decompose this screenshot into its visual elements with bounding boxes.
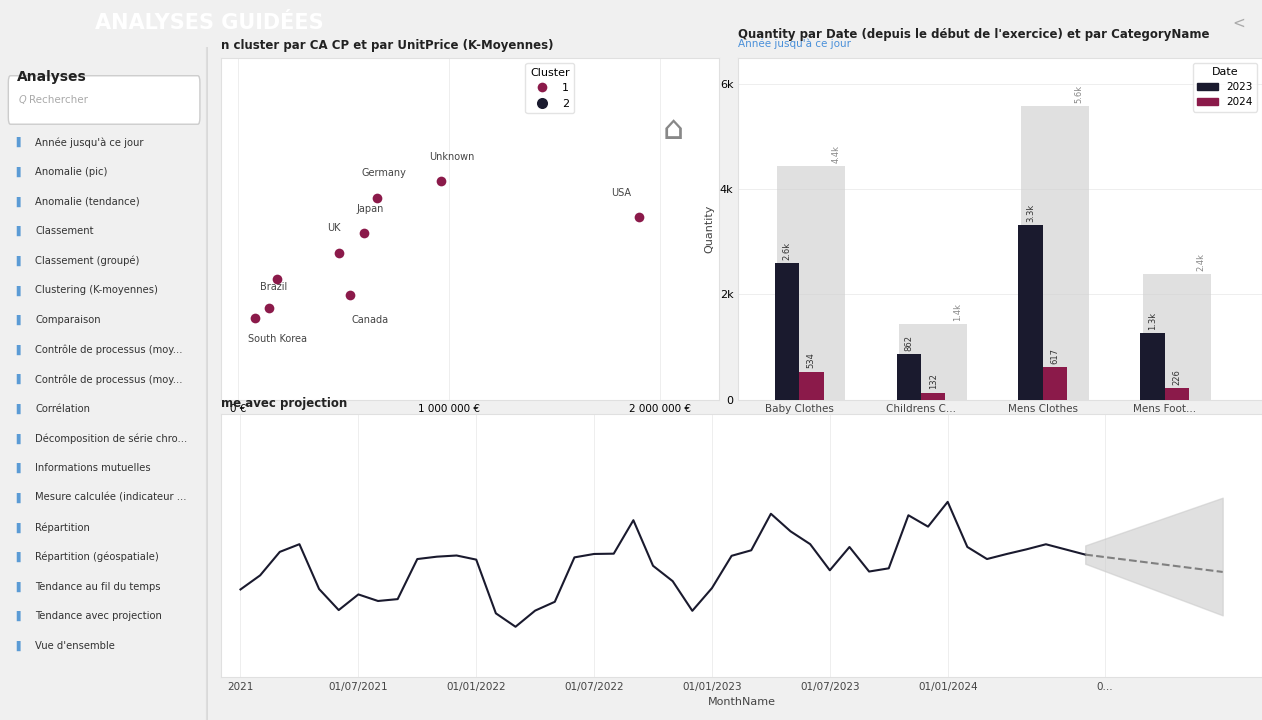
- Text: ▐: ▐: [13, 523, 20, 533]
- Text: 226: 226: [1172, 369, 1181, 384]
- X-axis label: MonthName: MonthName: [708, 697, 775, 707]
- Text: 1.3k: 1.3k: [1148, 312, 1157, 330]
- Text: Analyses: Analyses: [16, 71, 86, 84]
- Bar: [1021, 106, 1089, 400]
- Text: Année jusqu'à ce jour: Année jusqu'à ce jour: [738, 39, 852, 49]
- Legend: 2023, 2024: 2023, 2024: [1193, 63, 1257, 112]
- Text: ▐: ▐: [13, 197, 20, 207]
- Text: ▐: ▐: [13, 641, 20, 651]
- Text: Informations mutuelles: Informations mutuelles: [35, 463, 151, 473]
- X-axis label: CategoryName, Date: CategoryName, Date: [941, 420, 1059, 430]
- Text: 5.6k: 5.6k: [1075, 85, 1084, 103]
- Text: 132: 132: [929, 374, 938, 390]
- Bar: [1142, 274, 1210, 400]
- Text: 3.3k: 3.3k: [1026, 204, 1035, 222]
- Text: 617: 617: [1050, 348, 1059, 364]
- Text: ▐: ▐: [13, 226, 20, 236]
- Text: Tendance avec projection: Tendance avec projection: [35, 611, 163, 621]
- Text: Unknown: Unknown: [429, 152, 475, 162]
- Text: Quantity par Date (depuis le début de l'exercice) et par CategoryName: Quantity par Date (depuis le début de l'…: [738, 28, 1210, 41]
- Text: 2.6k: 2.6k: [782, 242, 791, 260]
- Text: ▐: ▐: [13, 433, 20, 444]
- Bar: [896, 354, 921, 400]
- Text: 1.4k: 1.4k: [953, 303, 962, 321]
- Text: Canada: Canada: [351, 315, 389, 325]
- Bar: [1140, 333, 1165, 400]
- Text: Classement (groupé): Classement (groupé): [35, 256, 140, 266]
- Bar: [1165, 387, 1189, 400]
- Text: ▐: ▐: [13, 345, 20, 355]
- Text: Anomalie (pic): Anomalie (pic): [35, 167, 107, 177]
- Text: South Korea: South Korea: [249, 334, 308, 344]
- Legend: 1, 2: 1, 2: [525, 63, 574, 113]
- Text: USA: USA: [612, 188, 631, 198]
- Text: Corrélation: Corrélation: [35, 404, 91, 414]
- Text: ▐: ▐: [13, 167, 20, 177]
- Bar: [921, 392, 945, 400]
- Text: ▐: ▐: [13, 552, 20, 562]
- Text: ▐: ▐: [13, 315, 20, 325]
- Text: ▐: ▐: [13, 492, 20, 503]
- Text: Tendance au fil du temps: Tendance au fil du temps: [35, 582, 160, 592]
- Text: Vue d'ensemble: Vue d'ensemble: [35, 641, 115, 651]
- FancyBboxPatch shape: [9, 76, 199, 125]
- Text: Germany: Germany: [361, 168, 406, 178]
- Bar: [799, 372, 824, 400]
- Bar: [775, 264, 799, 400]
- Text: Japan: Japan: [356, 204, 384, 214]
- X-axis label: CA 2024: CA 2024: [447, 420, 493, 430]
- Text: Q: Q: [19, 95, 27, 105]
- Text: Répartition (géospatiale): Répartition (géospatiale): [35, 552, 159, 562]
- Text: UK: UK: [328, 223, 341, 233]
- Text: Décomposition de série chro...: Décomposition de série chro...: [35, 433, 188, 444]
- Text: me avec projection: me avec projection: [221, 397, 347, 410]
- Text: 534: 534: [806, 353, 815, 369]
- Y-axis label: Quantity: Quantity: [704, 204, 714, 253]
- Bar: [1018, 225, 1042, 400]
- Text: ▐: ▐: [13, 463, 20, 473]
- Text: <: <: [1233, 16, 1246, 31]
- Text: Brazil: Brazil: [260, 282, 288, 292]
- Text: n cluster par CA CP et par UnitPrice (K-Moyennes): n cluster par CA CP et par UnitPrice (K-…: [221, 40, 553, 53]
- Bar: [1042, 367, 1068, 400]
- Text: Contrôle de processus (moy...: Contrôle de processus (moy...: [35, 344, 183, 355]
- Text: Année jusqu'à ce jour: Année jusqu'à ce jour: [35, 137, 144, 148]
- Text: ▐: ▐: [13, 582, 20, 592]
- Text: Répartition: Répartition: [35, 522, 91, 533]
- Text: ▐: ▐: [13, 256, 20, 266]
- Text: Rechercher: Rechercher: [29, 95, 88, 105]
- Text: Anomalie (tendance): Anomalie (tendance): [35, 197, 140, 207]
- Bar: [899, 324, 967, 400]
- Text: ANALYSES GUIDÉES: ANALYSES GUIDÉES: [95, 14, 323, 33]
- Text: Clustering (K-moyennes): Clustering (K-moyennes): [35, 286, 158, 295]
- Text: 4.4k: 4.4k: [832, 145, 840, 163]
- Text: ▐: ▐: [13, 285, 20, 296]
- Text: Contrôle de processus (moy...: Contrôle de processus (moy...: [35, 374, 183, 384]
- Text: Classement: Classement: [35, 226, 93, 236]
- Text: ▐: ▐: [13, 611, 20, 621]
- Text: ▐: ▐: [13, 138, 20, 148]
- Text: ▐: ▐: [13, 404, 20, 414]
- Text: 2.4k: 2.4k: [1196, 253, 1205, 271]
- Bar: [777, 166, 846, 400]
- Text: 862: 862: [905, 335, 914, 351]
- Text: Comparaison: Comparaison: [35, 315, 101, 325]
- Text: Mesure calculée (indicateur ...: Mesure calculée (indicateur ...: [35, 493, 187, 503]
- Text: ▐: ▐: [13, 374, 20, 384]
- Text: ⌂: ⌂: [663, 113, 684, 145]
